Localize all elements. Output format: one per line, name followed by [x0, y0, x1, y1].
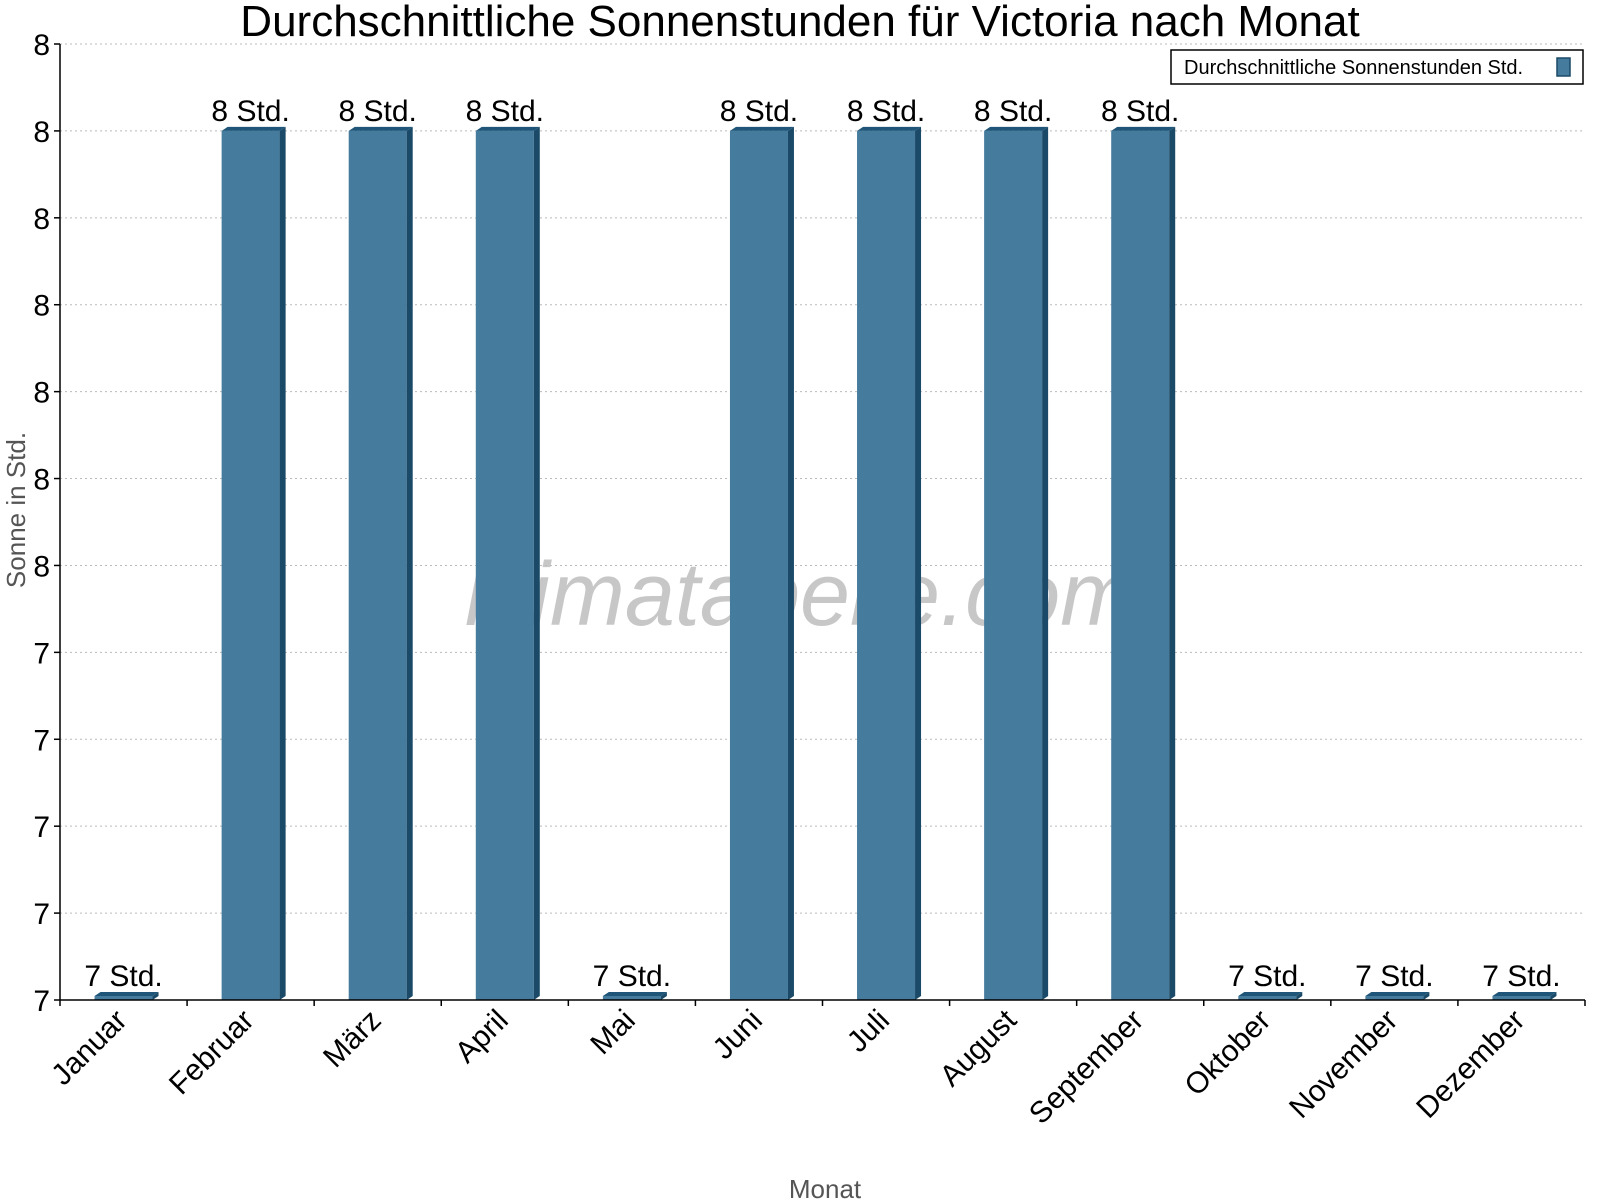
bar-6	[729, 126, 794, 1001]
x-tick-label: Juli	[841, 1004, 896, 1059]
bar-top	[1365, 992, 1430, 996]
bar-front	[729, 130, 788, 1001]
legend-box	[1170, 49, 1584, 85]
bar-9	[1111, 126, 1176, 1001]
x-axis-ticks: Januar Februar März April Mai Juni Juli August S…	[45, 1000, 1586, 1131]
chart-title: Durchschnittliche Sonnenstunden für Vict…	[240, 0, 1359, 46]
bars: 7 Std. 8 Std. 8 Std. 8 Std. 7 Std. 8 Std. 8 St…	[84, 95, 1561, 1001]
bar-top	[1492, 992, 1557, 996]
x-tick-label: Januar	[45, 1004, 133, 1092]
bar-top	[1238, 992, 1303, 996]
x-tick-label: August	[934, 1003, 1024, 1093]
x-tick-label: März	[317, 1004, 387, 1074]
y-tick-label: 8	[33, 464, 50, 497]
data-label: 7 Std.	[1228, 960, 1306, 993]
bar-front	[857, 130, 916, 1001]
gridlines	[60, 43, 1585, 914]
bar-10	[1238, 992, 1303, 1000]
bar-front	[602, 996, 661, 1000]
axes	[59, 44, 1585, 1001]
y-axis-label: Sonne in Std.	[1, 432, 31, 588]
bar-top	[348, 126, 413, 131]
bar-5	[602, 992, 667, 1000]
x-tick-label: September	[1023, 1004, 1150, 1131]
y-tick-label: 8	[33, 550, 50, 583]
data-label: 8 Std.	[466, 95, 544, 128]
data-label: 7 Std.	[84, 960, 162, 993]
bar-side	[406, 126, 413, 1001]
data-label: 8 Std.	[1101, 95, 1179, 128]
bar-12	[1492, 992, 1557, 1000]
bar-side	[1423, 992, 1430, 1000]
bar-front	[1238, 996, 1297, 1000]
x-tick-label: Mai	[584, 1004, 642, 1062]
legend: Durchschnittliche Sonnenstunden Std.	[1170, 49, 1584, 85]
data-label: 8 Std.	[339, 95, 417, 128]
bar-front	[1492, 996, 1551, 1000]
bar-1	[94, 992, 159, 1000]
data-label: 8 Std.	[720, 95, 798, 128]
bar-top	[1111, 126, 1176, 131]
x-tick-label: Dezember	[1410, 1004, 1531, 1125]
bar-side	[915, 126, 922, 1001]
bar-front	[348, 130, 407, 1001]
y-tick-label: 7	[33, 985, 50, 1018]
bar-top	[94, 992, 159, 996]
bar-front	[1111, 130, 1170, 1001]
data-label: 8 Std.	[847, 95, 925, 128]
bar-side	[279, 126, 286, 1001]
bar-side	[1296, 992, 1303, 1000]
y-tick-label: 7	[33, 637, 50, 670]
bar-11	[1365, 992, 1430, 1000]
x-tick-label: Juni	[707, 1004, 769, 1066]
bar-front	[984, 130, 1043, 1001]
y-axis-ticks: 7 7 7 7 7 8 8 8 8 8 8 8	[33, 29, 60, 1018]
x-tick-label: April	[449, 1004, 515, 1070]
bar-front	[221, 130, 280, 1001]
data-label: 7 Std.	[1355, 960, 1433, 993]
bar-side	[787, 126, 794, 1001]
bar-side	[533, 126, 540, 1001]
bar-side	[1042, 126, 1049, 1001]
data-label: 8 Std.	[974, 95, 1052, 128]
bar-side	[1550, 992, 1557, 1000]
data-label: 7 Std.	[1482, 960, 1560, 993]
legend-swatch	[1556, 57, 1571, 77]
y-tick-label: 8	[33, 290, 50, 323]
bar-front	[1365, 996, 1424, 1000]
data-label: 7 Std.	[593, 960, 671, 993]
data-label: 8 Std.	[211, 95, 289, 128]
bar-4	[475, 126, 540, 1001]
bar-top	[221, 126, 286, 131]
x-tick-label: Februar	[163, 1004, 261, 1102]
bar-top	[729, 126, 794, 131]
y-tick-label: 7	[33, 724, 50, 757]
y-tick-label: 7	[33, 811, 50, 844]
x-tick-label: November	[1283, 1004, 1404, 1125]
bar-top	[857, 126, 922, 131]
bar-side	[152, 992, 159, 1000]
y-tick-label: 8	[33, 377, 50, 410]
bar-2	[221, 126, 286, 1001]
bar-top	[602, 992, 667, 996]
x-axis-label: Monat	[789, 1174, 862, 1200]
y-tick-label: 8	[33, 116, 50, 149]
bar-front	[94, 996, 153, 1000]
bar-8	[984, 126, 1049, 1001]
y-tick-label: 7	[33, 898, 50, 931]
bar-7	[857, 126, 922, 1001]
legend-label: Durchschnittliche Sonnenstunden Std.	[1184, 57, 1523, 79]
bar-top	[475, 126, 540, 131]
y-tick-label: 8	[33, 203, 50, 236]
bar-3	[348, 126, 413, 1001]
bar-top	[984, 126, 1049, 131]
bar-side	[1169, 126, 1176, 1001]
x-tick-label: Oktober	[1178, 1004, 1277, 1103]
y-tick-label: 8	[33, 29, 50, 62]
bar-front	[475, 130, 534, 1001]
bar-side	[660, 992, 667, 1000]
